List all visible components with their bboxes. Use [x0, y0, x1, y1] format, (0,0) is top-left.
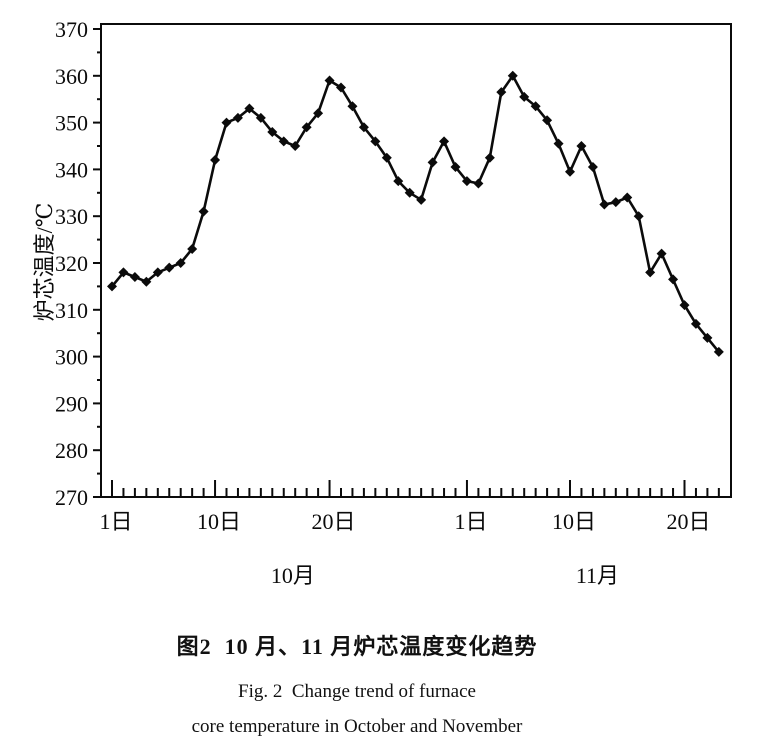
data-point-diamond [255, 112, 266, 123]
month-labels: 10月 11月 [271, 563, 619, 588]
x-tick-label: 20日 [666, 509, 710, 534]
y-axis-tick-labels: 270 280 290 300 310 320 330 340 350 360 370 [55, 17, 88, 510]
data-point-diamond [656, 248, 667, 259]
data-point-diamond [610, 197, 621, 208]
data-point-diamond [576, 141, 587, 151]
y-tick-label: 360 [55, 64, 88, 89]
figure-caption-en-line1: Fig. 2 Change trend of furnace [238, 681, 476, 702]
x-tick-label: 1日 [99, 509, 132, 534]
y-axis-ticks [93, 28, 101, 498]
y-tick-label: 320 [55, 251, 88, 276]
data-point-diamond [427, 157, 438, 168]
data-point-diamond [221, 117, 232, 128]
data-point-diamond [381, 152, 392, 163]
data-point-diamond [542, 115, 553, 126]
data-point-diamond [519, 91, 530, 102]
y-tick-label: 300 [55, 345, 88, 370]
data-point-diamond [290, 141, 301, 151]
data-point-diamond [358, 122, 369, 133]
data-point-diamond [175, 258, 186, 268]
data-point-diamond [278, 136, 289, 147]
data-point-diamond [507, 70, 518, 81]
data-point-diamond [416, 194, 427, 205]
y-tick-label: 330 [55, 204, 88, 229]
data-point-diamond [622, 192, 633, 203]
y-tick-label: 270 [55, 485, 88, 510]
data-point-diamond [702, 332, 713, 343]
data-point-diamond [599, 199, 610, 210]
data-point-diamond [129, 272, 140, 283]
data-point-diamond [118, 267, 129, 278]
x-axis-ticks [111, 480, 720, 497]
data-point-diamond [530, 101, 541, 112]
y-axis-title: 炉芯温度/℃ [32, 203, 57, 322]
data-point-diamond [141, 276, 152, 287]
data-point-diamond [393, 176, 404, 187]
data-point-diamond [164, 262, 175, 273]
data-point-diamond [267, 126, 278, 137]
data-point-diamond [324, 75, 335, 86]
data-point-diamond [187, 243, 198, 254]
month-label: 10月 [271, 563, 315, 588]
data-point-diamond [645, 267, 656, 278]
data-point-diamond [198, 206, 209, 217]
y-tick-label: 370 [55, 17, 88, 42]
x-tick-label: 10日 [552, 509, 596, 534]
data-point-diamond [347, 101, 358, 112]
y-tick-label: 290 [55, 391, 88, 416]
month-label: 11月 [576, 563, 619, 588]
data-point-diamond [450, 162, 461, 173]
y-tick-label: 310 [55, 298, 88, 323]
data-point-diamond [210, 155, 221, 166]
data-point-diamond [484, 152, 495, 163]
y-tick-label: 280 [55, 438, 88, 463]
data-point-diamond [633, 211, 644, 222]
data-point-diamond [107, 281, 117, 292]
y-tick-label: 340 [55, 157, 88, 182]
data-point-diamond [668, 274, 679, 285]
data-point-diamond [461, 176, 472, 187]
data-point-diamond [244, 103, 255, 114]
x-tick-label: 10日 [197, 509, 241, 534]
figure-caption-zh: 图2 10 月、11 月炉芯温度变化趋势 [176, 634, 538, 659]
data-point-diamond [553, 138, 564, 149]
data-point-diamond [301, 122, 312, 133]
data-point-diamond [232, 112, 243, 123]
data-point-diamond [152, 267, 163, 278]
x-axis-tick-labels: 1日 10日 20日 1日 10日 20日 [99, 509, 710, 534]
data-point-diamond [313, 108, 324, 119]
data-point-diamond [473, 178, 484, 189]
data-point-diamond [439, 136, 450, 147]
data-point-diamond [404, 187, 415, 198]
furnace-temperature-chart: 270 280 290 300 310 320 330 340 350 360 370 1日 10日 20… [32, 17, 732, 588]
data-point-diamond [587, 162, 598, 173]
x-tick-label: 1日 [454, 509, 487, 534]
data-point-diamond [565, 166, 575, 177]
figure-caption-en-line2: core temperature in October and November [191, 716, 523, 737]
plot-border [100, 23, 732, 498]
data-point-diamond [496, 87, 507, 98]
y-tick-label: 350 [55, 111, 88, 136]
x-tick-label: 20日 [312, 509, 356, 534]
data-point-diamond [370, 136, 381, 147]
data-point-diamond [679, 300, 690, 311]
temperature-markers [107, 70, 724, 357]
data-point-diamond [690, 318, 701, 329]
data-point-diamond [713, 346, 724, 357]
data-point-diamond [336, 82, 346, 93]
